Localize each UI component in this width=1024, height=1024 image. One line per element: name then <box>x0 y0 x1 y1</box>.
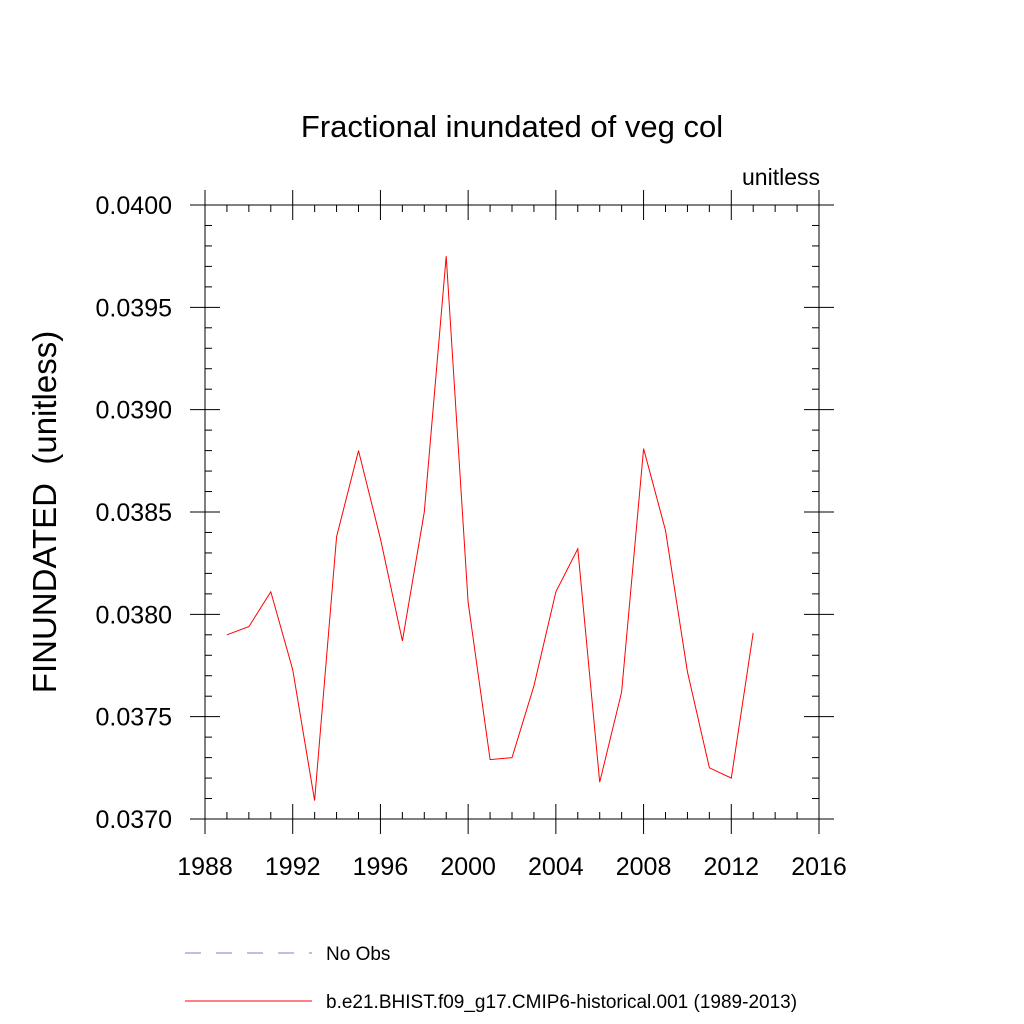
y-tick-label: 0.0390 <box>96 397 172 425</box>
y-axis-ticks <box>190 204 834 820</box>
data-point <box>576 547 579 550</box>
x-tick-label: 1988 <box>177 853 233 881</box>
series-layer <box>225 255 755 802</box>
data-point <box>313 799 316 802</box>
data-point <box>467 601 470 604</box>
data-point <box>730 777 733 780</box>
data-point <box>511 756 514 759</box>
data-point <box>401 639 404 642</box>
units-label: unitless <box>742 164 820 190</box>
x-tick-label: 1996 <box>353 853 409 881</box>
data-point <box>708 766 711 769</box>
data-point <box>247 625 250 628</box>
y-tick-label: 0.0370 <box>96 806 172 834</box>
chart-title: Fractional inundated of veg col <box>301 109 723 144</box>
x-axis-tick-labels: 1988 1992 1996 2000 2004 2008 2012 2016 <box>177 853 847 881</box>
y-tick-label: 0.0380 <box>96 601 172 629</box>
data-point <box>379 537 382 540</box>
x-axis-ticks <box>204 190 820 834</box>
legend-label-no-obs: No Obs <box>326 944 390 965</box>
data-point <box>642 447 645 450</box>
plot-frame <box>204 204 820 820</box>
y-axis-label: FINUNDATED (unitless) <box>26 331 63 693</box>
y-tick-label: 0.0385 <box>96 499 172 527</box>
y-axis-tick-labels: 0.0370 0.0375 0.0380 0.0385 0.0390 0.0395 0.04… <box>96 192 172 834</box>
y-tick-label: 0.0375 <box>96 704 172 732</box>
legend: No Obs b.e21.BHIST.f09_g17.CMIP6-histori… <box>185 944 797 1013</box>
data-point <box>554 590 557 593</box>
x-tick-label: 1992 <box>265 853 321 881</box>
data-point <box>269 590 272 593</box>
x-tick-label: 2004 <box>528 853 584 881</box>
y-tick-label: 0.0400 <box>96 192 172 220</box>
data-point <box>598 781 601 784</box>
y-tick-label: 0.0395 <box>96 294 172 322</box>
data-point <box>291 668 294 671</box>
data-point <box>225 633 228 636</box>
data-point <box>532 684 535 687</box>
data-point <box>686 670 689 673</box>
x-tick-label: 2008 <box>616 853 672 881</box>
data-point <box>489 758 492 761</box>
x-tick-label: 2016 <box>791 853 847 881</box>
data-point <box>620 691 623 694</box>
data-point <box>445 255 448 258</box>
data-point <box>357 449 360 452</box>
data-point <box>423 511 426 514</box>
x-tick-label: 2000 <box>440 853 496 881</box>
data-point <box>664 529 667 532</box>
legend-label-historical: b.e21.BHIST.f09_g17.CMIP6-historical.001… <box>326 992 797 1013</box>
data-point <box>752 631 755 634</box>
data-point <box>335 535 338 538</box>
series-line-0 <box>226 256 754 801</box>
x-tick-label: 2012 <box>703 853 759 881</box>
